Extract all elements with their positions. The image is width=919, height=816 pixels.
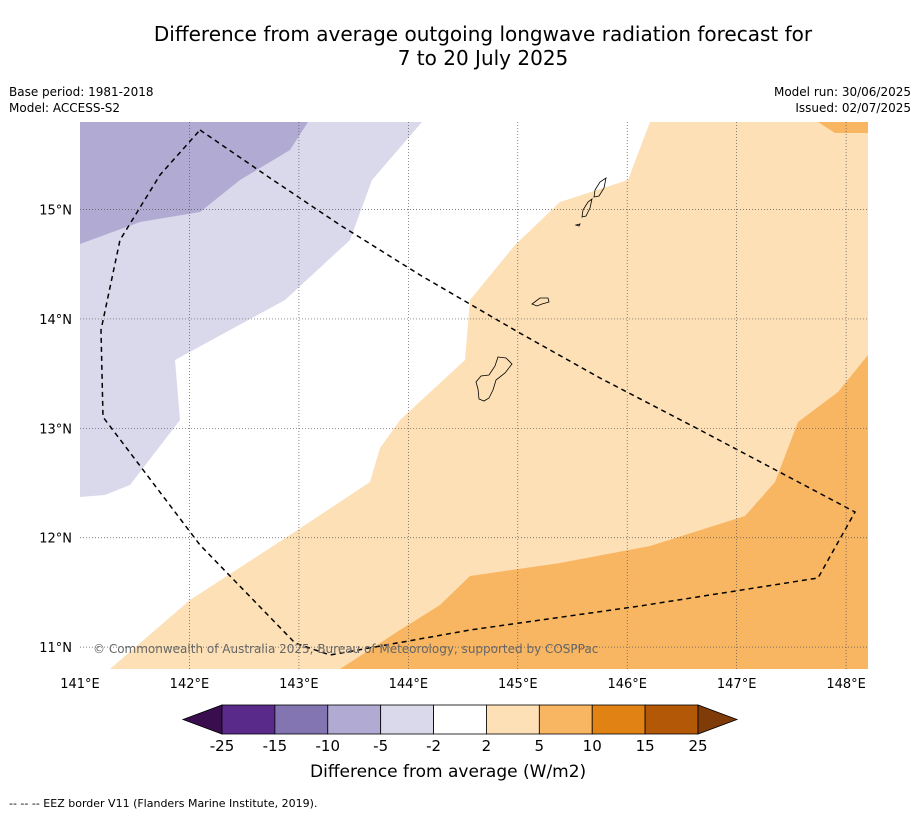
copyright-text: © Commonwealth of Australia 2025, Bureau… — [93, 642, 598, 656]
axis-ticks: 141°E 142°E 143°E 144°E 145°E 146°E 147°E 148°E… — [39, 204, 866, 692]
colorbar-swatch — [644, 704, 699, 735]
colorbar-tick-label: 5 — [534, 737, 545, 755]
lat-tick-label: 12°N — [39, 532, 72, 547]
title-line-1: Difference from average outgoing longwav… — [153, 22, 813, 46]
colorbar-tick-label: -10 — [315, 737, 341, 755]
lon-tick-label: 148°E — [826, 677, 866, 692]
issued-date: Issued: 02/07/2025 — [795, 101, 911, 115]
colorbar-swatch — [380, 704, 434, 735]
colorbar-tick-label: -15 — [262, 737, 288, 755]
lat-tick-label: 15°N — [39, 204, 72, 219]
contour-5-10-north — [818, 122, 868, 133]
colorbar — [181, 704, 739, 735]
island-saipan — [593, 177, 607, 198]
lon-tick-label: 143°E — [279, 677, 319, 692]
base-period: Base period: 1981-2018 — [9, 85, 154, 99]
colorbar-swatch — [538, 704, 593, 735]
lon-tick-label: 145°E — [498, 677, 538, 692]
colorbar-tick-label: 10 — [582, 737, 602, 755]
contour-5-10-south — [340, 355, 868, 669]
lon-tick-label: 147°E — [717, 677, 757, 692]
graticule — [80, 122, 868, 669]
colorbar-tick-label: -25 — [209, 737, 235, 755]
colorbar-swatch — [274, 704, 329, 735]
colorbar-extend-high — [697, 704, 739, 735]
model-name: Model: ACCESS-S2 — [9, 101, 121, 115]
lat-tick-label: 11°N — [39, 641, 72, 656]
lon-tick-label: 142°E — [170, 677, 210, 692]
eez-footnote: -- -- -- EEZ border V11 (Flanders Marine… — [9, 797, 318, 810]
lat-tick-label: 14°N — [39, 313, 72, 328]
island-rota — [531, 297, 550, 307]
meta-left: Base period: 1981-2018 Model: ACCESS-S2 — [9, 84, 154, 116]
lon-tick-label: 141°E — [60, 677, 100, 692]
island-guam — [475, 356, 513, 402]
meta-right: Model run: 30/06/2025 Issued: 02/07/2025 — [774, 84, 911, 116]
colorbar-title: Difference from average (W/m2) — [310, 762, 587, 782]
colorbar-swatch — [327, 704, 382, 735]
lat-tick-label: 13°N — [39, 422, 72, 437]
island-tinian — [581, 198, 593, 218]
chart-title: Difference from average outgoing longwav… — [60, 22, 906, 70]
colorbar-tick-label: 2 — [481, 737, 492, 755]
model-run: Model run: 30/06/2025 — [773, 85, 911, 99]
colorbar-tick-label: 25 — [688, 737, 708, 755]
lon-tick-label: 144°E — [389, 677, 429, 692]
eez-border — [100, 129, 857, 656]
lon-tick-label: 146°E — [607, 677, 647, 692]
map-area: © Commonwealth of Australia 2025, Bureau… — [80, 122, 868, 669]
colorbar-extend-low — [181, 704, 223, 735]
colorbar-swatch — [433, 704, 487, 735]
colorbar-swatch — [486, 704, 540, 735]
colorbar-swatch — [591, 704, 646, 735]
title-line-2: 7 to 20 July 2025 — [397, 46, 569, 70]
contour-2-5 — [110, 122, 868, 669]
island-aguijan — [574, 223, 581, 227]
colorbar-tick-label: -5 — [373, 737, 389, 755]
colorbar-tick-label: 15 — [635, 737, 655, 755]
colorbar-swatch — [221, 704, 276, 735]
colorbar-tick-label: -2 — [426, 737, 442, 755]
